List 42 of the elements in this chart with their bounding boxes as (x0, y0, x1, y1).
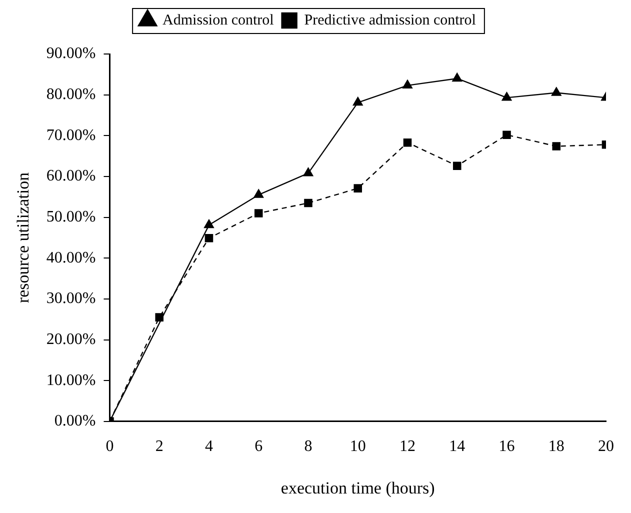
point (403, 138, 412, 147)
point (254, 209, 263, 218)
x-tick-label: 16 (498, 438, 515, 456)
point (354, 184, 362, 192)
point (502, 92, 512, 101)
point (204, 219, 214, 228)
y-tick-label: 0.00% (54, 412, 96, 430)
legend-label: Predictive admission control (304, 12, 476, 28)
point (204, 234, 214, 242)
point (352, 96, 363, 106)
x-tick-label: 6 (254, 438, 263, 456)
point (502, 130, 511, 139)
x-axis-title: execution time (hours) (280, 478, 435, 498)
y-tick-label: 10.00% (46, 372, 96, 389)
y-tick-label: 90.00% (46, 45, 96, 62)
point (452, 72, 462, 82)
x-tick-label: 4 (204, 438, 213, 456)
x-tick-label: 10 (350, 438, 366, 456)
point (254, 189, 264, 198)
y-tick-label: 30.00% (46, 290, 96, 308)
x-tick-label: 14 (449, 438, 466, 456)
x-tick-label: 8 (304, 438, 312, 456)
legend-label: Admission control (162, 12, 274, 28)
point (452, 162, 462, 170)
point (155, 313, 164, 322)
point (551, 87, 562, 96)
y-tick-label: 20.00% (46, 330, 96, 348)
point (303, 168, 314, 176)
y-tick-label: 80.00% (46, 86, 96, 104)
y-tick-label: 50.00% (46, 208, 96, 226)
x-tick-label: 20 (598, 438, 614, 456)
y-axis-title: resource utilization (14, 172, 33, 304)
x-tick-label: 12 (399, 438, 416, 456)
point (402, 80, 412, 89)
point (304, 198, 312, 208)
x-tick-label: 18 (548, 438, 564, 456)
y-tick-label: 40.00% (46, 249, 96, 266)
x-tick-label: 2 (155, 438, 164, 456)
x-tick-label: 0 (106, 438, 114, 456)
point (552, 142, 561, 150)
y-tick-label: 60.00% (46, 168, 96, 185)
y-tick-label: 70.00% (46, 126, 96, 144)
